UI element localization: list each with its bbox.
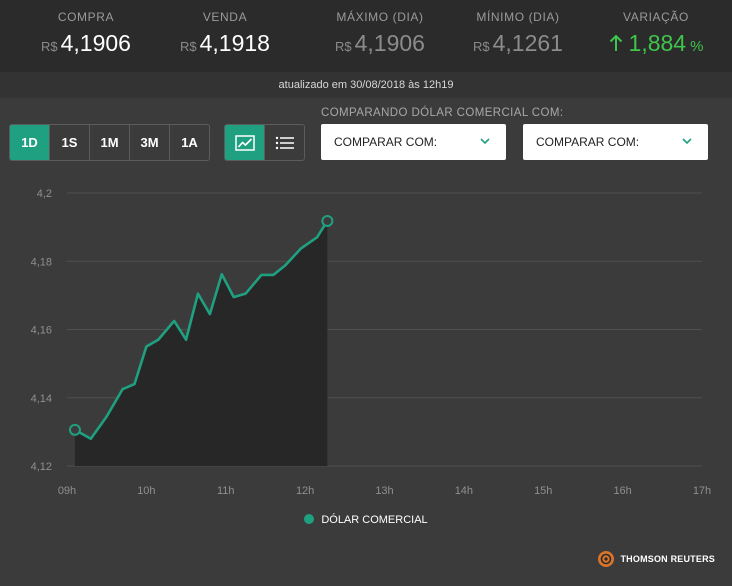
stat-label: COMPRA — [57, 10, 115, 24]
x-tick-label: 09h — [58, 485, 76, 497]
list-icon — [275, 136, 294, 149]
x-tick-label: 13h — [375, 485, 393, 497]
dropdown-label: COMPARAR COM: — [536, 135, 640, 149]
y-tick-label: 4,16 — [31, 325, 52, 337]
compare-dropdown-1[interactable]: COMPARAR COM: — [321, 124, 506, 160]
x-tick-label: 10h — [137, 485, 155, 497]
percent-unit: % — [690, 38, 704, 55]
stat-value: 4,1261 — [492, 30, 563, 56]
quote-header: COMPRA R$ 4,1906 VENDA R$ 4,1918 MÁXIMO (D… — [0, 0, 732, 72]
stat-venda: VENDA R$ 4,1918 — [158, 10, 292, 57]
chevron-down-icon — [480, 138, 490, 145]
brand-name: THOMSON REUTERS — [620, 554, 715, 564]
x-tick-label: 16h — [613, 485, 631, 497]
currency-symbol: R$ — [335, 39, 352, 54]
chart-view-button[interactable] — [225, 125, 265, 160]
compare-title: COMPARANDO DÓLAR COMERCIAL COM: — [321, 107, 564, 119]
currency-symbol: R$ — [473, 39, 490, 54]
x-tick-label: 17h — [693, 485, 711, 497]
view-toggle — [224, 124, 305, 161]
period-button-1s[interactable]: 1S — [50, 125, 90, 160]
y-tick-label: 4,14 — [31, 393, 52, 405]
period-selector: 1D 1S 1M 3M 1A — [9, 124, 210, 161]
legend-label: DÓLAR COMERCIAL — [321, 514, 428, 526]
line-chart-icon — [234, 134, 255, 151]
compare-dropdown-2[interactable]: COMPARAR COM: — [523, 124, 708, 160]
chevron-down-icon — [682, 138, 692, 145]
stat-label: VARIAÇÃO — [623, 10, 689, 24]
footer-brand: THOMSON REUTERS — [597, 550, 715, 568]
thomson-reuters-logo — [598, 551, 615, 567]
series-area — [74, 220, 328, 466]
list-view-button[interactable] — [265, 125, 304, 160]
stat-maximo: MÁXIMO (DIA) R$ 4,1906 — [318, 10, 442, 57]
stat-variacao: VARIAÇÃO 1,884% — [592, 10, 720, 57]
series-marker — [68, 423, 81, 436]
x-tick-label: 14h — [455, 485, 473, 497]
y-tick-label: 4,12 — [31, 461, 52, 473]
y-tick-label: 4,18 — [31, 256, 52, 268]
stat-label: MÍNIMO (DIA) — [476, 10, 560, 24]
currency-symbol: R$ — [41, 39, 58, 54]
stat-value: 4,1906 — [354, 30, 425, 56]
x-tick-label: 15h — [534, 485, 552, 497]
x-tick-label: 11h — [217, 485, 235, 497]
stat-value: 4,1918 — [199, 30, 270, 56]
stat-label: MÁXIMO (DIA) — [336, 10, 424, 24]
period-button-1m[interactable]: 1M — [90, 125, 130, 160]
x-tick-label: 12h — [296, 485, 314, 497]
stat-value: 4,1906 — [60, 30, 131, 56]
period-button-3m[interactable]: 3M — [130, 125, 170, 160]
series-line — [74, 220, 329, 441]
arrow-up-icon — [609, 34, 623, 57]
last-updated: atualizado em 30/08/2018 às 12h19 — [0, 72, 732, 98]
legend-swatch — [304, 514, 315, 524]
chart-legend: DÓLAR COMERCIAL — [0, 514, 732, 526]
dropdown-label: COMPARAR COM: — [334, 135, 438, 149]
currency-symbol: R$ — [180, 39, 197, 54]
stat-compra: COMPRA R$ 4,1906 — [20, 10, 152, 57]
period-button-1d[interactable]: 1D — [10, 125, 50, 160]
stat-value: 1,884 — [628, 30, 687, 56]
price-chart: 4,12 4,14 4,16 4,18 4,2 09h 10h 11h 12h 13h 14h 15h… — [31, 188, 712, 497]
y-tick-label: 4,2 — [37, 188, 52, 200]
period-button-1a[interactable]: 1A — [181, 135, 198, 150]
stat-label: VENDA — [202, 10, 248, 24]
series-marker — [321, 214, 334, 227]
stat-minimo: MÍNIMO (DIA) R$ 4,1261 — [456, 10, 580, 57]
